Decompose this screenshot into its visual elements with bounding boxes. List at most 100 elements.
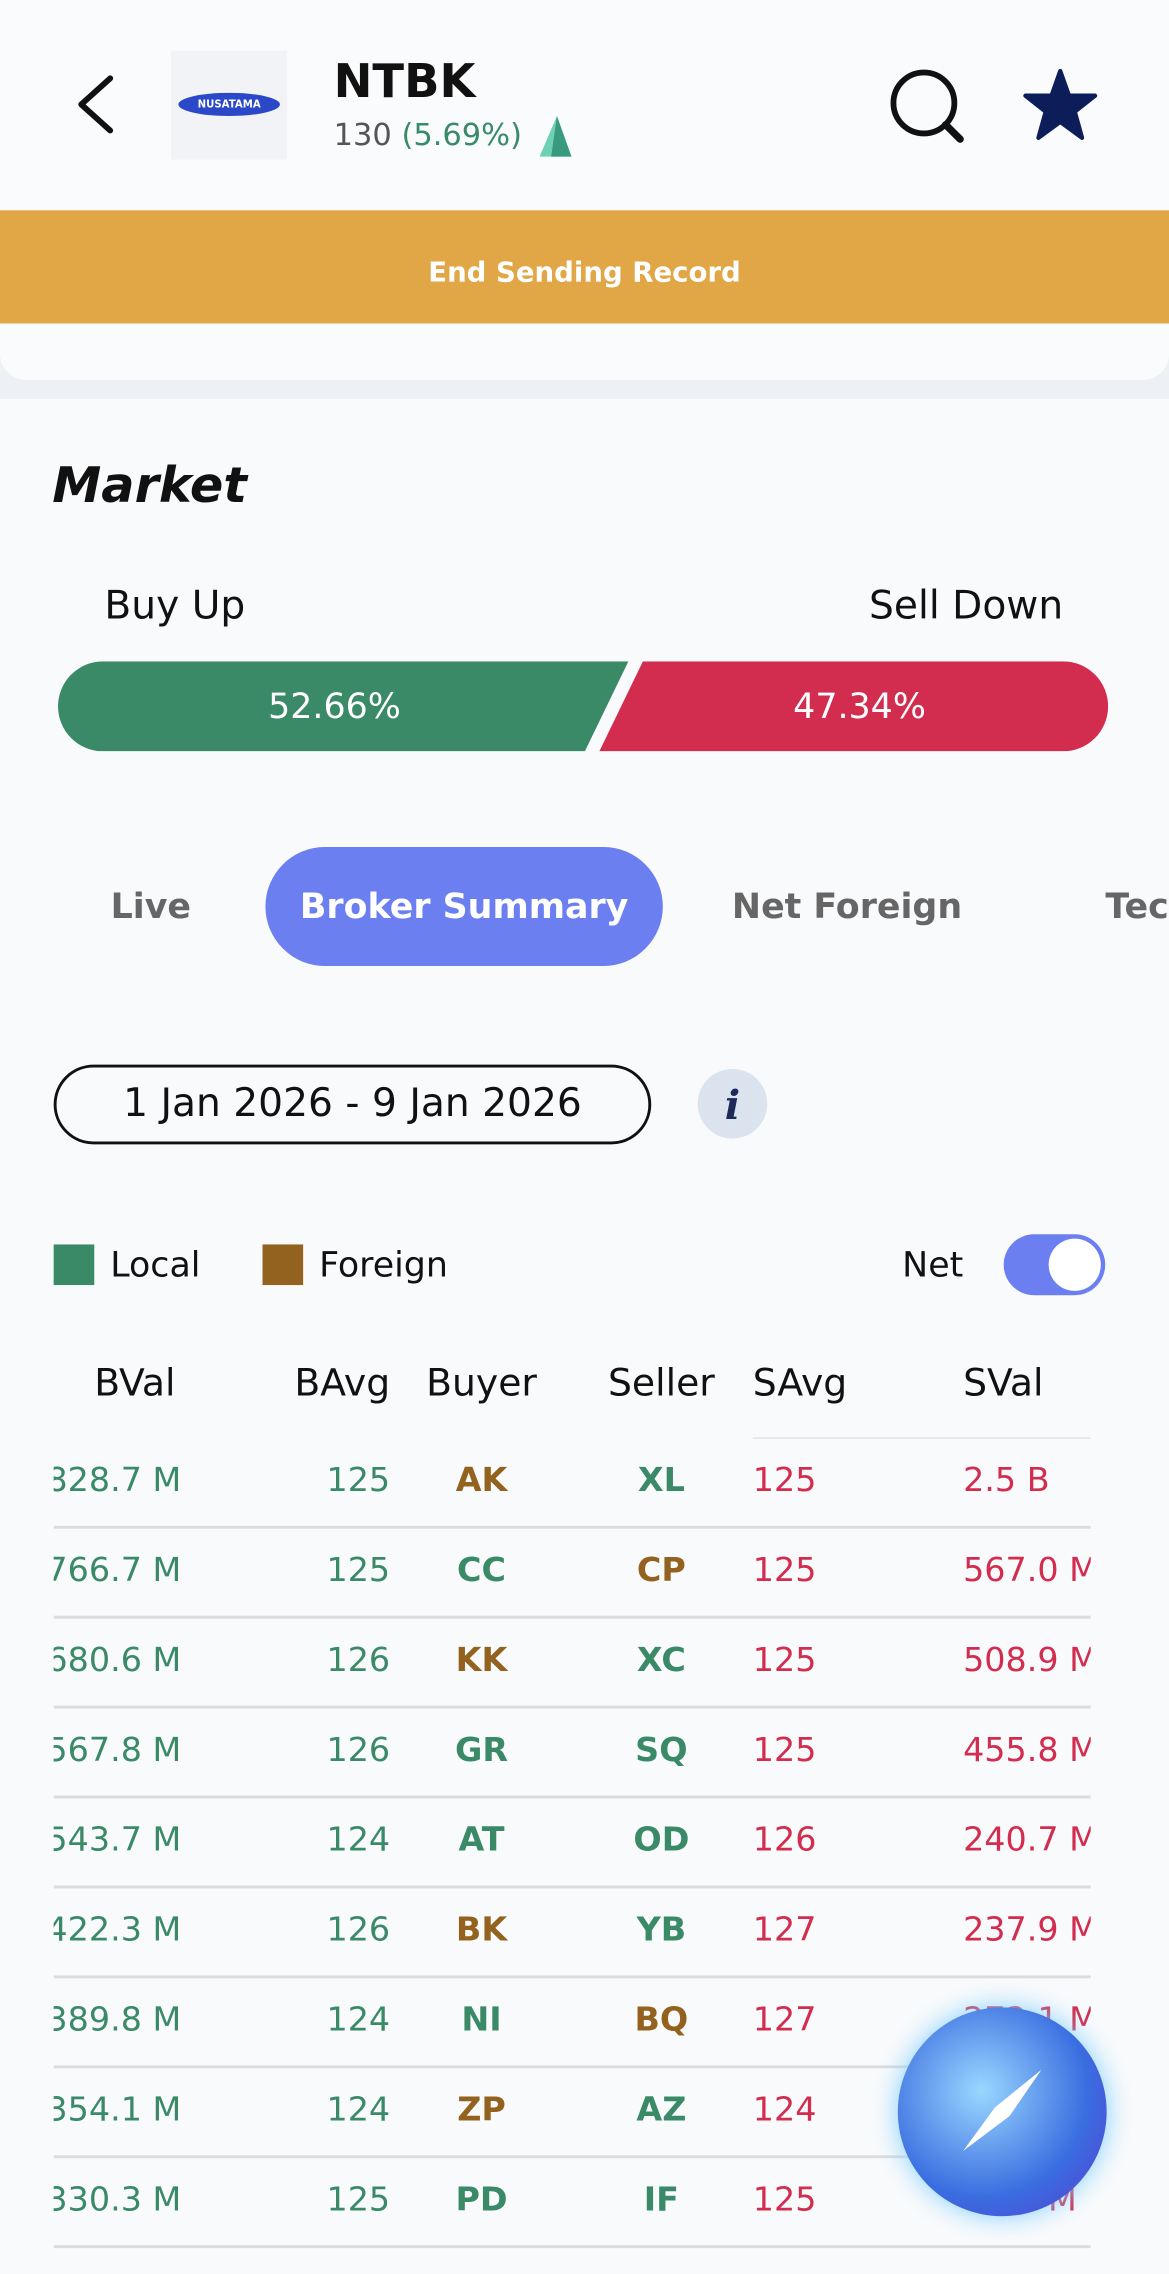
legend-swatch xyxy=(53,1244,95,1286)
bval: 828.7 M xyxy=(53,1462,182,1500)
assistant-icon xyxy=(963,2069,1042,2151)
seller-code[interactable]: XL xyxy=(637,1462,685,1500)
savg: 126 xyxy=(752,1821,817,1860)
seller-code[interactable]: IF xyxy=(643,2181,679,2220)
sval: 2.5 B xyxy=(963,1462,1050,1500)
bavg: 126 xyxy=(326,1731,391,1770)
price-value: 130 xyxy=(333,117,392,153)
tab[interactable]: Broker Summary xyxy=(299,886,629,927)
buyer-code[interactable]: AT xyxy=(458,1821,505,1860)
bavg: 124 xyxy=(326,2091,391,2130)
bval: 330.3 M xyxy=(53,2181,182,2220)
legend-label: Foreign xyxy=(319,1244,448,1286)
column-header: BVal xyxy=(94,1361,176,1406)
bval: 422.3 M xyxy=(53,1911,182,1950)
date-range: 1 Jan 2026 - 9 Jan 2026 xyxy=(123,1081,582,1127)
seller-code[interactable]: SQ xyxy=(635,1731,688,1770)
logo-text: NUSATAMA xyxy=(178,92,280,117)
row-divider xyxy=(53,2245,1091,2249)
info-icon: i xyxy=(724,1081,741,1130)
buyer-code[interactable]: ZP xyxy=(457,2091,506,2130)
row-divider xyxy=(53,1705,1091,1709)
bval: 766.7 M xyxy=(53,1551,182,1590)
bval: 354.1 M xyxy=(53,2091,182,2130)
bval: 567.8 M xyxy=(53,1731,182,1770)
buyer-code[interactable]: NI xyxy=(461,2001,502,2040)
buyer-code[interactable]: BK xyxy=(455,1911,508,1950)
buyer-code[interactable]: CC xyxy=(457,1551,507,1590)
column-header: SAvg xyxy=(752,1361,848,1406)
seller-code[interactable]: YB xyxy=(636,1911,687,1950)
logo: NUSATAMA xyxy=(171,50,288,160)
buy-bar xyxy=(58,661,629,752)
tab-active-bg[interactable] xyxy=(265,847,663,966)
row-divider xyxy=(53,2155,1091,2159)
banner[interactable] xyxy=(0,210,1169,338)
bavg: 125 xyxy=(326,2181,391,2220)
column-header: SVal xyxy=(963,1361,1044,1406)
price-change: (5.69%) xyxy=(401,117,522,153)
savg: 125 xyxy=(752,1731,817,1770)
seller-code[interactable]: XC xyxy=(636,1641,686,1680)
bavg: 125 xyxy=(326,1462,391,1500)
bavg: 126 xyxy=(326,1641,391,1680)
bval: 680.6 M xyxy=(53,1641,182,1680)
up-icon xyxy=(539,116,572,157)
column-header: Seller xyxy=(607,1361,715,1406)
seller-code[interactable]: OD xyxy=(633,1821,690,1860)
row-divider xyxy=(53,1885,1091,1889)
sell-label: Sell Down xyxy=(869,583,1064,629)
buy-label: Buy Up xyxy=(104,583,246,629)
section-title: Market xyxy=(52,456,247,515)
buy-percent: 52.66% xyxy=(268,686,401,727)
net-label: Net xyxy=(902,1244,964,1286)
date-picker[interactable] xyxy=(53,1064,652,1145)
back-button[interactable] xyxy=(70,73,122,137)
savg: 125 xyxy=(752,1641,817,1680)
tab-bar: Live Broker Summary Net Foreign Tec xyxy=(0,847,1169,966)
sval: 455.8 M xyxy=(963,1731,1091,1770)
card-bottom xyxy=(0,323,1169,381)
bval: 543.7 M xyxy=(53,1821,182,1860)
row-divider xyxy=(53,1615,1091,1619)
sell-bar xyxy=(599,661,1109,752)
seller-code[interactable]: CP xyxy=(636,1551,686,1590)
savg: 125 xyxy=(752,2181,817,2220)
sval: 237.9 M xyxy=(963,1911,1091,1950)
savg: 124 xyxy=(752,2091,817,2130)
row-divider xyxy=(53,2065,1091,2069)
info-button[interactable] xyxy=(697,1068,768,1139)
buyer-code[interactable]: KK xyxy=(455,1641,508,1680)
ticker: NTBK xyxy=(333,53,476,109)
legend-label: Local xyxy=(110,1244,201,1286)
sval: 567.0 M xyxy=(963,1551,1091,1590)
savg: 127 xyxy=(752,1911,817,1950)
tab[interactable]: Net Foreign xyxy=(731,886,963,927)
row-divider xyxy=(53,1795,1091,1799)
bval: 389.8 M xyxy=(53,2001,182,2040)
tab[interactable]: Live xyxy=(110,886,192,927)
search-button[interactable] xyxy=(888,67,966,145)
buy-sell-bar xyxy=(58,661,1109,752)
column-header: BAvg xyxy=(294,1361,391,1406)
savg: 127 xyxy=(752,2001,817,2040)
net-toggle[interactable] xyxy=(1003,1234,1106,1296)
favorite-button[interactable] xyxy=(1021,67,1099,145)
toggle-knob xyxy=(1048,1238,1101,1291)
tab[interactable]: Tec xyxy=(1105,886,1169,927)
buyer-code[interactable]: AK xyxy=(455,1462,508,1500)
buyer-code[interactable]: GR xyxy=(454,1731,509,1770)
bavg: 124 xyxy=(326,1821,391,1860)
seller-code[interactable]: BQ xyxy=(634,2001,689,2040)
header-line xyxy=(752,1437,1091,1439)
seller-code[interactable]: AZ xyxy=(636,2091,687,2130)
savg: 125 xyxy=(752,1551,817,1590)
legend-swatch xyxy=(262,1244,304,1286)
sval: 240.7 M xyxy=(963,1821,1091,1860)
bavg: 124 xyxy=(326,2001,391,2040)
bavg: 125 xyxy=(326,1551,391,1590)
bavg: 126 xyxy=(326,1911,391,1950)
assistant-button[interactable] xyxy=(897,2007,1107,2217)
row-divider xyxy=(53,1975,1091,1979)
buyer-code[interactable]: PD xyxy=(455,2181,508,2220)
